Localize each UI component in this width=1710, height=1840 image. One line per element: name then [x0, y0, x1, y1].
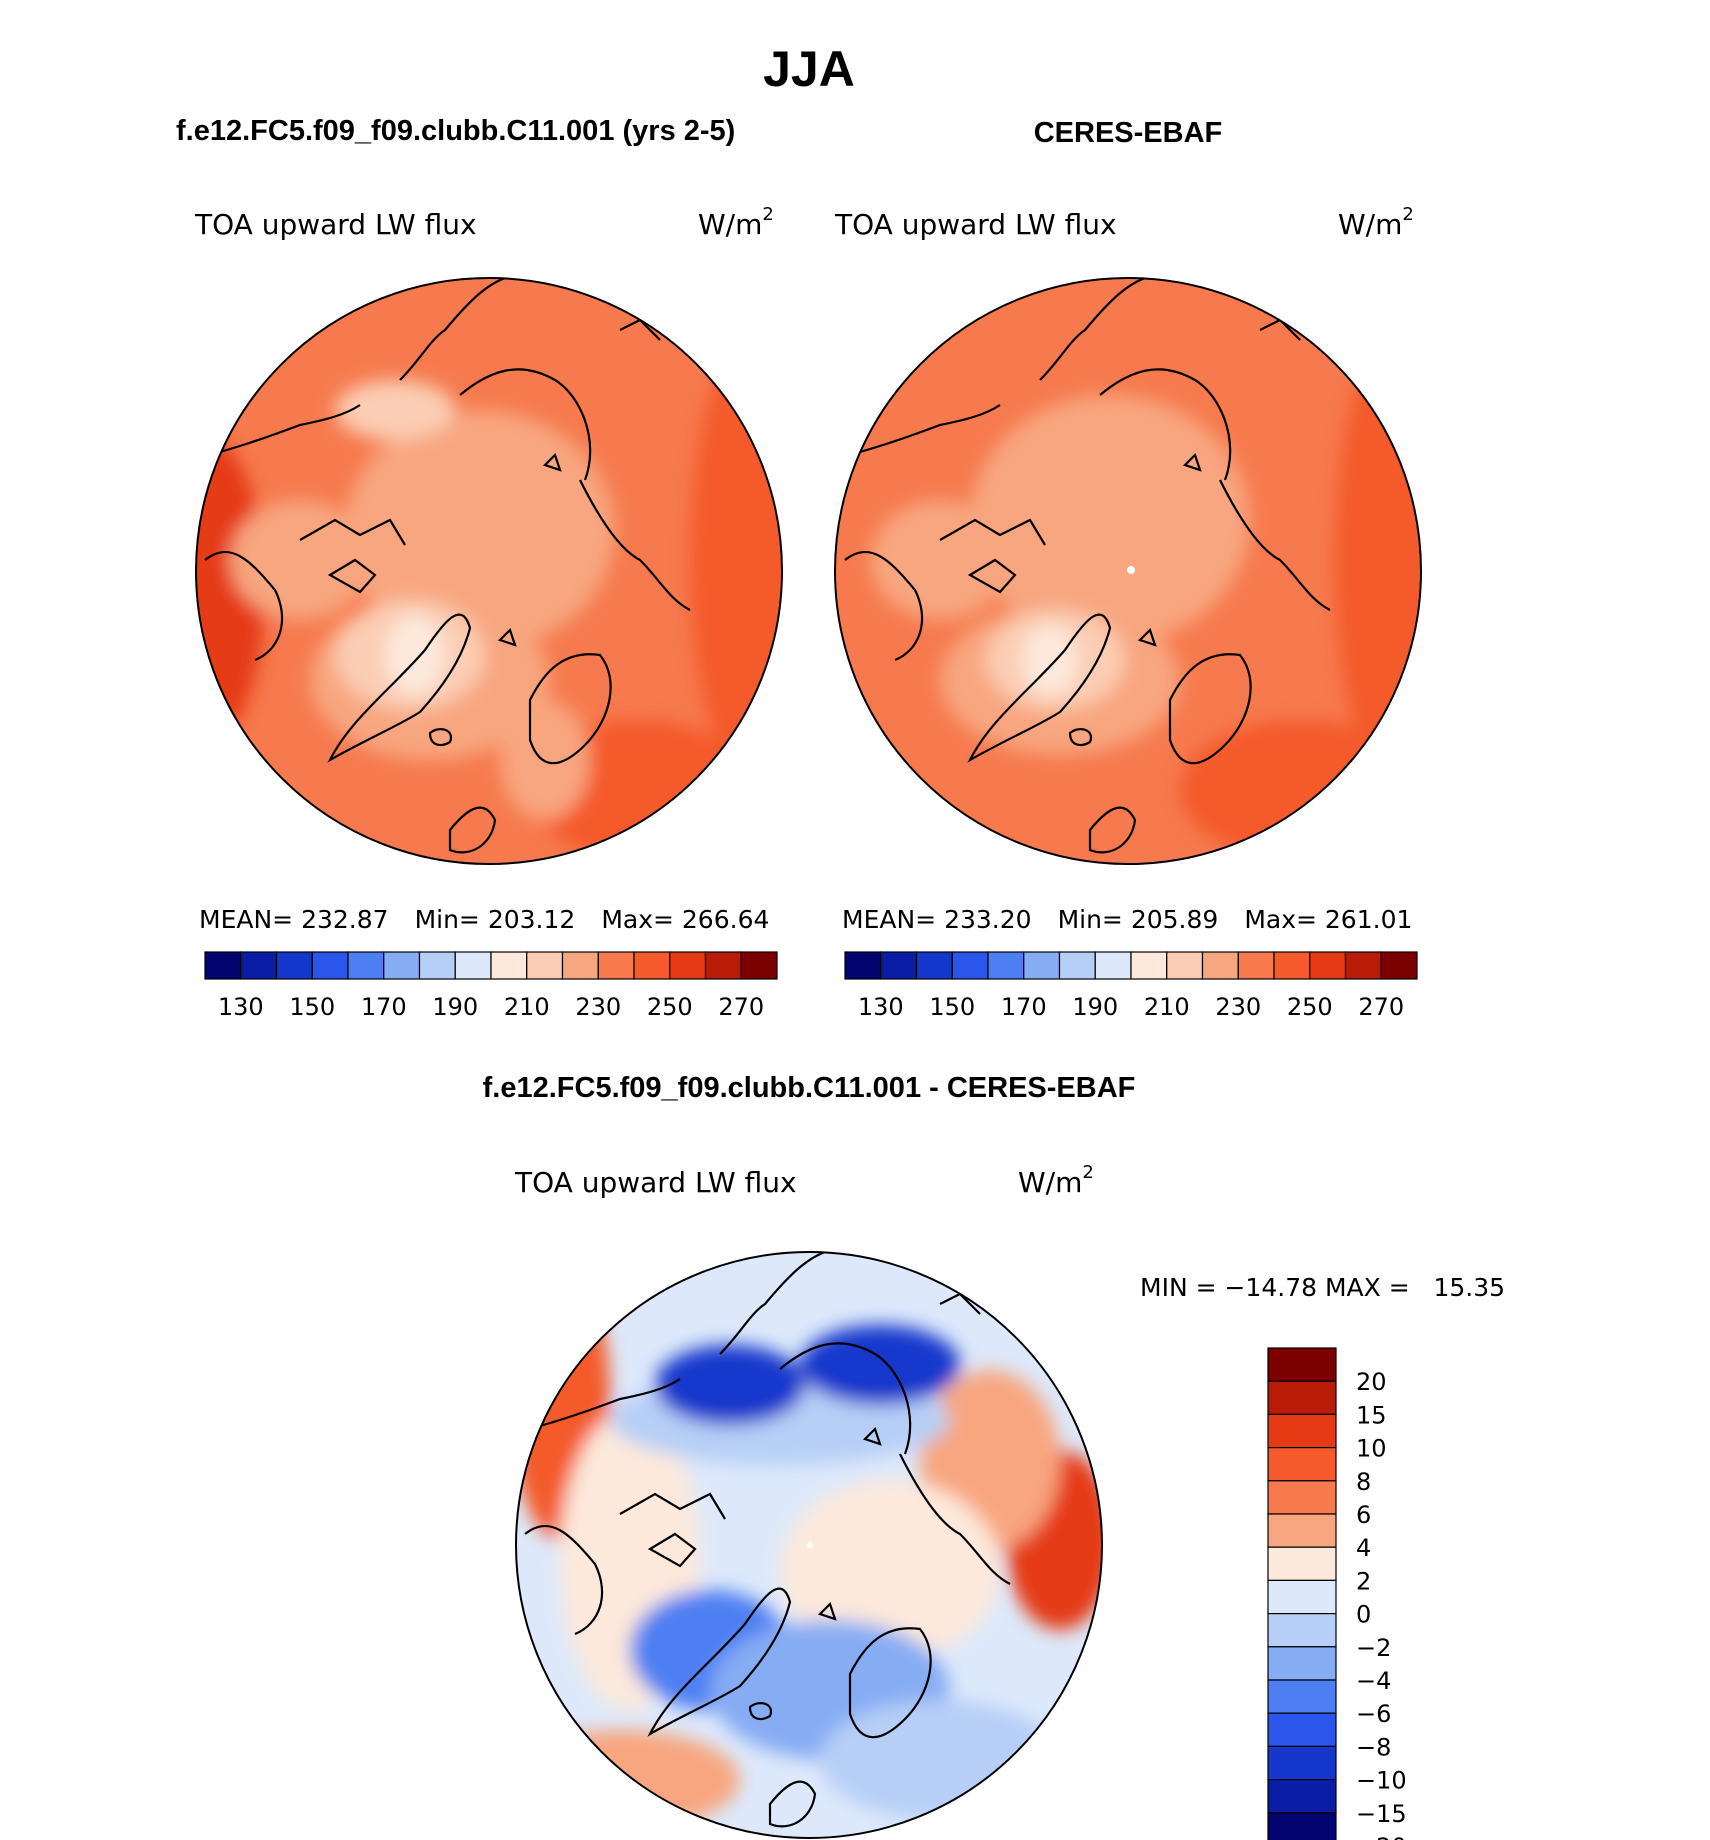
model-colorbar-tick-label: 270 — [718, 993, 764, 1021]
model-colorbar-tick-label: 230 — [575, 993, 621, 1021]
obs-colorbar-swatch — [880, 951, 918, 980]
obs-colorbar-swatch — [1130, 951, 1168, 980]
model-colorbar-swatch — [383, 951, 421, 980]
model-colorbar-swatch — [526, 951, 564, 980]
obs-colorbar-tick-label: 170 — [1001, 993, 1047, 1021]
diff-colorbar-swatch — [1267, 1413, 1337, 1449]
obs-colorbar-tick-label: 230 — [1215, 993, 1261, 1021]
diff-colorbar-swatch — [1267, 1579, 1337, 1615]
diff-colorbar-swatch — [1267, 1347, 1337, 1382]
obs-colorbar-tick-label: 190 — [1072, 993, 1118, 1021]
diff-colorbar-swatch — [1267, 1812, 1337, 1840]
obs-colorbar-swatch — [1273, 951, 1311, 980]
model-variable-label: TOA upward LW flux — [194, 208, 477, 241]
diff-colorbar-tick-label: 8 — [1356, 1468, 1371, 1496]
diff-colorbar-swatch — [1267, 1513, 1337, 1548]
diff-polar-map — [515, 1251, 1103, 1839]
diff-colorbar-swatch — [1267, 1446, 1337, 1482]
obs-colorbar-swatch — [1201, 951, 1239, 980]
obs-colorbar-swatch — [1309, 951, 1347, 980]
model-colorbar-swatch — [669, 951, 707, 980]
model-colorbar-swatch — [561, 951, 599, 980]
model-colorbar-swatch — [347, 951, 385, 980]
model-colorbar-swatch — [740, 951, 778, 980]
obs-colorbar-swatch — [951, 951, 989, 980]
diff-colorbar-swatch — [1267, 1712, 1337, 1747]
model-colorbar: 130 150 170 190 210 230 250 270 — [204, 951, 778, 1021]
diff-colorbar-tick-label: −2 — [1356, 1634, 1391, 1662]
obs-colorbar-swatch — [1380, 951, 1418, 980]
diff-colorbar-swatch — [1267, 1646, 1337, 1681]
obs-polar-map — [834, 277, 1422, 865]
obs-colorbar-tick-label: 270 — [1358, 993, 1404, 1021]
model-units-label: W/m2 — [698, 204, 774, 241]
diff-colorbar-tick-label: 2 — [1356, 1567, 1371, 1595]
obs-colorbar-swatch — [987, 951, 1025, 980]
diff-variable-label: TOA upward LW flux — [514, 1166, 797, 1199]
obs-colorbar-swatch — [1237, 951, 1275, 980]
diff-colorbar-swatch — [1267, 1480, 1337, 1515]
diff-colorbar-tick-label: −20 — [1356, 1833, 1407, 1840]
obs-colorbar-tick-label: 130 — [858, 993, 904, 1021]
model-colorbar-swatch — [311, 951, 349, 980]
diff-colorbar-tick-label: 6 — [1356, 1501, 1371, 1529]
model-stats: MEAN= 232.87 Min= 203.12 Max= 266.64 — [199, 905, 769, 934]
obs-units-label: W/m2 — [1338, 204, 1414, 241]
diff-colorbar-swatch — [1267, 1745, 1337, 1781]
diff-colorbar-swatch — [1267, 1778, 1337, 1814]
obs-colorbar-swatch — [844, 951, 882, 980]
model-colorbar-swatch — [204, 951, 242, 980]
obs-colorbar-swatch — [1058, 951, 1096, 980]
diff-units-label: W/m2 — [1018, 1162, 1094, 1199]
diff-colorbar-swatch — [1267, 1380, 1337, 1415]
diff-min-max: MIN = −14.78 MAX = 15.35 — [1140, 1273, 1505, 1302]
obs-colorbar-swatch — [1023, 951, 1061, 980]
diff-colorbar-tick-label: −15 — [1356, 1800, 1407, 1828]
model-colorbar-tick-label: 190 — [432, 993, 478, 1021]
model-colorbar-swatch — [704, 951, 742, 980]
model-colorbar-swatch — [418, 951, 456, 980]
obs-colorbar-tick-label: 210 — [1144, 993, 1190, 1021]
model-polar-map — [195, 277, 783, 865]
model-colorbar-swatch — [490, 951, 528, 980]
diff-colorbar-tick-label: 10 — [1356, 1435, 1387, 1463]
obs-colorbar-swatch — [915, 951, 953, 980]
obs-colorbar-tick-label: 150 — [929, 993, 975, 1021]
diff-colorbar-swatch — [1267, 1612, 1337, 1648]
diff-colorbar-tick-label: −4 — [1356, 1667, 1391, 1695]
season-title: JJA — [763, 41, 855, 97]
obs-stats: MEAN= 233.20 Min= 205.89 Max= 261.01 — [842, 905, 1412, 934]
diff-colorbar-tick-label: 20 — [1356, 1368, 1387, 1396]
diff-panel-title: f.e12.FC5.f09_f09.clubb.C11.001 - CERES-… — [483, 1072, 1136, 1104]
diff-colorbar-tick-label: 4 — [1356, 1534, 1371, 1562]
obs-colorbar-swatch — [1166, 951, 1204, 980]
model-colorbar-swatch — [633, 951, 671, 980]
model-panel-title: f.e12.FC5.f09_f09.clubb.C11.001 (yrs 2-5… — [176, 115, 735, 147]
model-colorbar-tick-label: 130 — [218, 993, 264, 1021]
model-colorbar-tick-label: 170 — [361, 993, 407, 1021]
obs-colorbar-swatch — [1094, 951, 1132, 980]
obs-panel-title: CERES-EBAF — [1034, 117, 1223, 149]
obs-colorbar-tick-label: 250 — [1287, 993, 1333, 1021]
diff-colorbar-swatch — [1267, 1546, 1337, 1581]
diff-colorbar-tick-label: −6 — [1356, 1700, 1391, 1728]
model-colorbar-tick-label: 250 — [647, 993, 693, 1021]
obs-colorbar: 130 150 170 190 210 230 250 270 — [844, 951, 1418, 1021]
diff-colorbar-tick-label: 0 — [1356, 1601, 1371, 1629]
model-colorbar-swatch — [240, 951, 278, 980]
diff-colorbar-tick-label: −8 — [1356, 1733, 1391, 1761]
diff-colorbar-swatch — [1267, 1679, 1337, 1714]
model-colorbar-tick-label: 150 — [289, 993, 335, 1021]
diff-colorbar-tick-label: 15 — [1356, 1401, 1387, 1429]
diff-colorbar-tick-label: −10 — [1356, 1767, 1407, 1795]
model-colorbar-swatch — [597, 951, 635, 980]
model-colorbar-swatch — [275, 951, 313, 980]
obs-colorbar-swatch — [1344, 951, 1382, 980]
obs-variable-label: TOA upward LW flux — [834, 208, 1117, 241]
model-colorbar-tick-label: 210 — [504, 993, 550, 1021]
model-colorbar-swatch — [454, 951, 492, 980]
